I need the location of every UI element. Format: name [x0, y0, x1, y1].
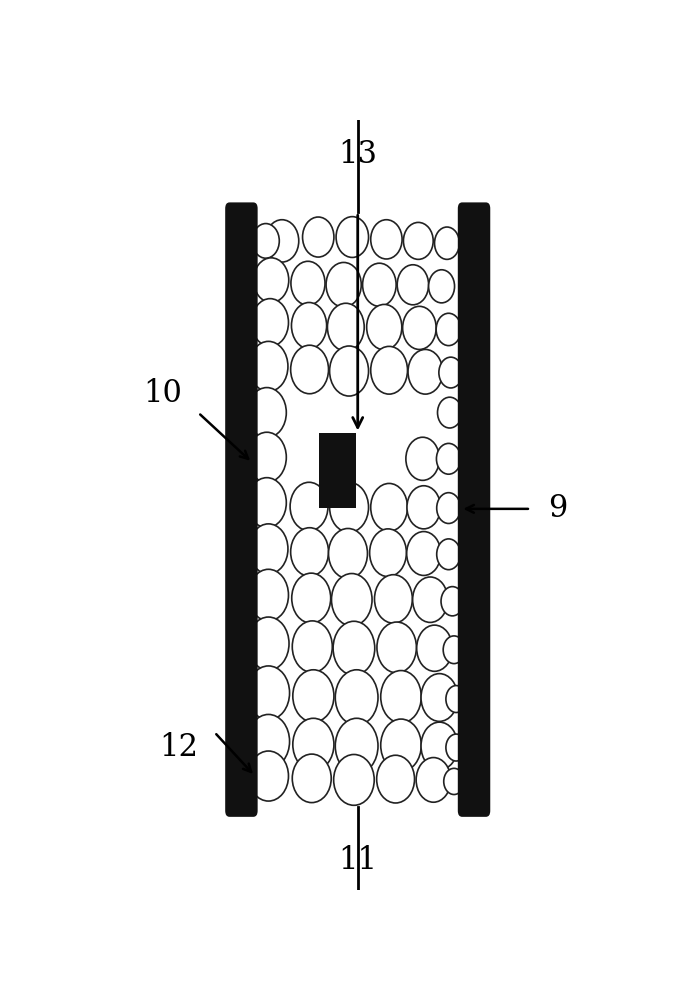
Ellipse shape	[370, 529, 406, 577]
Ellipse shape	[329, 346, 369, 396]
Ellipse shape	[397, 265, 429, 305]
Ellipse shape	[249, 524, 288, 574]
Ellipse shape	[417, 625, 452, 671]
Ellipse shape	[403, 222, 433, 259]
Ellipse shape	[291, 261, 325, 305]
Ellipse shape	[380, 719, 422, 771]
Ellipse shape	[435, 227, 459, 259]
Ellipse shape	[327, 303, 364, 351]
Ellipse shape	[329, 528, 367, 579]
Ellipse shape	[326, 262, 362, 307]
Ellipse shape	[265, 220, 299, 262]
Ellipse shape	[437, 493, 461, 523]
Ellipse shape	[292, 754, 332, 803]
Ellipse shape	[293, 670, 334, 722]
Text: 11: 11	[339, 845, 377, 876]
Ellipse shape	[371, 346, 408, 394]
Ellipse shape	[446, 734, 466, 761]
Text: 10: 10	[144, 378, 182, 409]
Ellipse shape	[247, 714, 290, 768]
Text: 9: 9	[548, 493, 567, 524]
FancyBboxPatch shape	[225, 202, 258, 817]
Ellipse shape	[329, 482, 369, 532]
Ellipse shape	[332, 574, 372, 626]
Ellipse shape	[249, 341, 288, 391]
Ellipse shape	[247, 666, 290, 720]
Ellipse shape	[407, 532, 440, 575]
Ellipse shape	[416, 758, 451, 802]
Ellipse shape	[335, 670, 378, 725]
Ellipse shape	[335, 718, 378, 774]
Ellipse shape	[380, 671, 422, 723]
Ellipse shape	[253, 258, 289, 302]
Ellipse shape	[413, 577, 448, 622]
Text: 12: 12	[160, 732, 199, 763]
Ellipse shape	[247, 478, 286, 528]
Ellipse shape	[252, 299, 288, 346]
Ellipse shape	[436, 313, 461, 346]
Ellipse shape	[443, 636, 465, 664]
Ellipse shape	[290, 345, 329, 394]
Ellipse shape	[247, 388, 286, 438]
Text: 13: 13	[339, 139, 377, 170]
Ellipse shape	[366, 304, 402, 350]
Ellipse shape	[436, 443, 461, 474]
Ellipse shape	[407, 486, 440, 529]
Ellipse shape	[441, 587, 463, 616]
Ellipse shape	[446, 686, 466, 713]
Ellipse shape	[334, 754, 374, 805]
Ellipse shape	[290, 528, 329, 576]
Ellipse shape	[439, 357, 463, 388]
Ellipse shape	[292, 621, 332, 672]
Bar	[319, 433, 356, 508]
Ellipse shape	[248, 751, 288, 801]
Ellipse shape	[371, 220, 402, 259]
Ellipse shape	[421, 674, 458, 721]
Ellipse shape	[362, 263, 396, 306]
Ellipse shape	[248, 569, 288, 621]
Ellipse shape	[252, 224, 279, 258]
Ellipse shape	[336, 217, 369, 257]
Ellipse shape	[403, 306, 436, 349]
Ellipse shape	[438, 397, 462, 428]
Ellipse shape	[247, 432, 286, 482]
Ellipse shape	[429, 270, 454, 303]
Ellipse shape	[421, 722, 458, 770]
Ellipse shape	[377, 755, 415, 803]
Ellipse shape	[292, 573, 331, 623]
Ellipse shape	[290, 482, 328, 531]
Ellipse shape	[406, 437, 440, 480]
Ellipse shape	[302, 217, 334, 257]
FancyBboxPatch shape	[458, 202, 490, 817]
Ellipse shape	[248, 617, 289, 670]
Ellipse shape	[371, 483, 408, 531]
Ellipse shape	[292, 302, 327, 349]
Ellipse shape	[408, 349, 443, 394]
Ellipse shape	[375, 575, 413, 623]
Ellipse shape	[444, 768, 464, 795]
Bar	[253, 212, 462, 807]
Ellipse shape	[333, 621, 375, 675]
Ellipse shape	[437, 539, 461, 570]
Ellipse shape	[293, 718, 334, 771]
Ellipse shape	[377, 622, 417, 673]
